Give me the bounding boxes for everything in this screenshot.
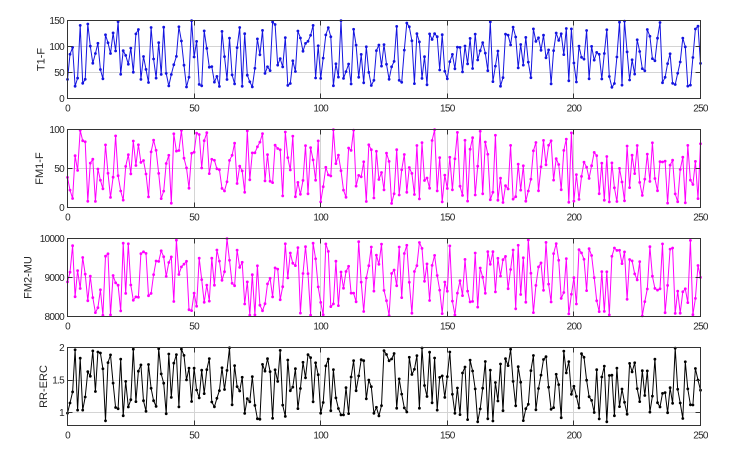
svg-text:200: 200 — [567, 213, 583, 224]
svg-text:10000: 10000 — [40, 234, 65, 245]
svg-text:100: 100 — [313, 322, 329, 333]
svg-text:50: 50 — [189, 104, 200, 115]
svg-text:0: 0 — [65, 104, 71, 115]
svg-text:1.5: 1.5 — [52, 376, 65, 387]
svg-text:150: 150 — [440, 213, 456, 224]
svg-text:FM2-MU: FM2-MU — [22, 256, 34, 299]
svg-text:200: 200 — [567, 322, 583, 333]
svg-text:0: 0 — [65, 213, 71, 224]
svg-text:100: 100 — [313, 431, 329, 442]
svg-text:250: 250 — [693, 431, 709, 442]
svg-text:0: 0 — [65, 431, 71, 442]
svg-text:50: 50 — [54, 164, 65, 175]
svg-text:250: 250 — [693, 213, 709, 224]
svg-text:100: 100 — [49, 125, 65, 136]
svg-text:100: 100 — [313, 104, 329, 115]
svg-text:1: 1 — [59, 408, 65, 419]
svg-text:150: 150 — [440, 104, 456, 115]
svg-text:0: 0 — [59, 94, 65, 105]
svg-text:250: 250 — [693, 104, 709, 115]
svg-text:150: 150 — [440, 431, 456, 442]
svg-text:8000: 8000 — [45, 312, 66, 323]
svg-text:150: 150 — [440, 322, 456, 333]
svg-text:150: 150 — [49, 16, 65, 27]
svg-text:50: 50 — [189, 213, 200, 224]
svg-text:50: 50 — [189, 322, 200, 333]
svg-text:100: 100 — [313, 213, 329, 224]
svg-text:200: 200 — [567, 431, 583, 442]
svg-text:T1-F: T1-F — [36, 48, 48, 72]
svg-text:50: 50 — [189, 431, 200, 442]
svg-text:100: 100 — [49, 42, 65, 53]
svg-text:2: 2 — [59, 343, 65, 354]
svg-text:FM1-F: FM1-F — [34, 152, 46, 185]
svg-text:9000: 9000 — [45, 273, 66, 284]
svg-text:250: 250 — [693, 322, 709, 333]
svg-text:200: 200 — [567, 104, 583, 115]
svg-text:0: 0 — [59, 203, 65, 214]
svg-text:RR-ERC: RR-ERC — [38, 365, 50, 408]
svg-text:0: 0 — [65, 322, 71, 333]
svg-text:50: 50 — [54, 68, 65, 79]
